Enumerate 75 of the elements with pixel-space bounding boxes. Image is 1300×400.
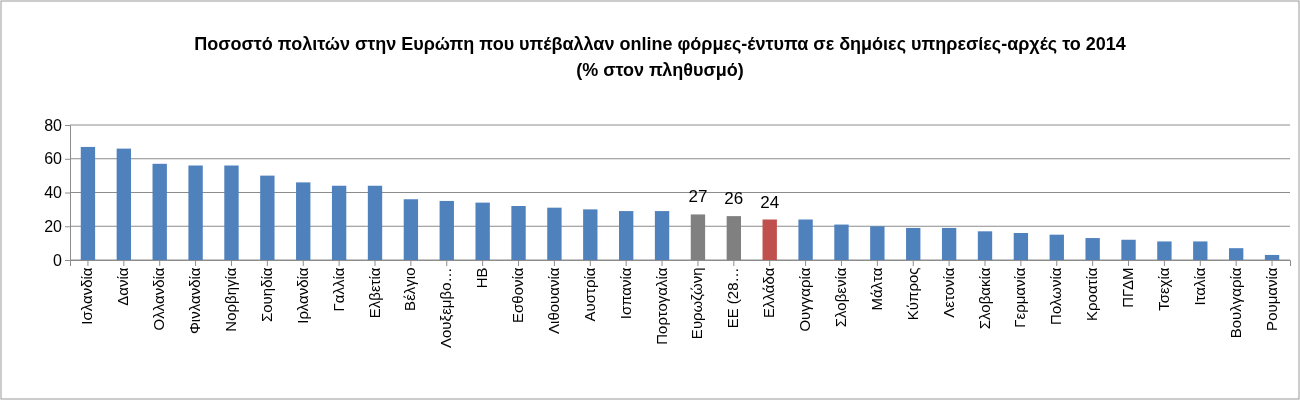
x-tick-label: Ουγγαρία	[796, 267, 814, 332]
x-tick-label: Γερμανία	[1011, 267, 1029, 328]
bar	[331, 185, 347, 260]
bar	[224, 165, 239, 260]
x-tick-label: Λετονία	[939, 267, 957, 318]
x-tick-label: Πορτογαλία	[652, 267, 670, 345]
x-tick-label: Ολλανδία	[150, 267, 168, 331]
data-label: 26	[724, 189, 744, 209]
x-tick-label: Βουλγαρία	[1226, 267, 1244, 339]
x-tick-label: Σλοβακία	[975, 267, 993, 330]
x-tick-label: Λουξεμβο…	[437, 267, 455, 349]
bar	[1013, 233, 1029, 260]
x-tick-label: Ελβετία	[365, 267, 383, 319]
x-tick-label: Ισπανία	[616, 267, 634, 320]
bar	[1264, 254, 1280, 260]
bar	[619, 211, 634, 260]
bar	[654, 211, 670, 260]
bar	[798, 219, 813, 260]
bar	[762, 219, 777, 260]
bar	[152, 163, 167, 260]
bar	[1193, 241, 1208, 260]
x-tick-label: Ευρωζώνη	[688, 267, 706, 340]
x-tick-label: Ιρλανδία	[293, 267, 311, 324]
y-tick-label: 20	[44, 217, 63, 235]
chart-title: Ποσοστό πολιτών στην Ευρώπη που υπέβαλλαν online φόρμες-έντυπα σε δημόιες υπηρεσίες-αρχές το 2014 (% στον πληθυσμό)	[194, 34, 1126, 80]
x-tick-label: ΠΓΔΜ	[1119, 267, 1137, 308]
bar	[475, 202, 490, 260]
bar	[1157, 241, 1172, 260]
x-tick-label: Τσεχία	[1154, 267, 1172, 311]
bar	[1229, 248, 1244, 260]
x-tick-label: Πολωνία	[1047, 267, 1065, 325]
x-tick-label: Φινλανδία	[186, 267, 204, 335]
bar	[296, 182, 311, 260]
x-tick-label: Ισλανδία	[78, 267, 96, 325]
bar	[260, 175, 275, 260]
x-tick-label: Κύπρος	[903, 267, 921, 321]
x-tick-label: Εσθονία	[509, 267, 527, 323]
x-tick-label: Γαλλία	[329, 267, 347, 312]
bar	[367, 185, 383, 260]
bar	[80, 146, 96, 260]
x-tick-label: Δανία	[114, 267, 132, 306]
bar	[834, 224, 849, 260]
x-tick-label: Λιθουανία	[544, 267, 562, 334]
bar	[870, 226, 885, 260]
bar	[977, 231, 993, 260]
bar	[511, 206, 526, 260]
x-tick-label: Αυστρία	[580, 267, 598, 322]
x-tick-label: Σουηδία	[257, 267, 275, 323]
y-tick-label: 80	[44, 116, 63, 134]
bar	[583, 209, 598, 260]
x-tick-label: Νορβηγία	[221, 267, 239, 332]
bar	[1085, 238, 1100, 260]
bar	[1121, 239, 1136, 260]
x-tick-label: Σλοβενία	[831, 267, 849, 328]
data-label: 24	[760, 192, 780, 212]
bar	[403, 199, 419, 260]
x-tick-label: ΗΒ	[473, 267, 491, 289]
bar	[188, 165, 203, 260]
bar	[116, 148, 131, 260]
data-label: 27	[688, 187, 708, 207]
x-tick-label: Κροατία	[1083, 267, 1101, 321]
x-tick-label: Μάλτα	[867, 267, 885, 311]
x-tick-label: Ελλάδα	[760, 267, 778, 318]
bar	[1049, 234, 1064, 260]
bar	[547, 207, 562, 260]
bar	[906, 227, 921, 260]
x-tick-label: Ρουμανία	[1262, 267, 1280, 331]
y-tick-label: 60	[44, 150, 63, 168]
x-tick-label: Βέλγιο	[401, 267, 419, 311]
bar	[439, 200, 454, 260]
bar	[941, 227, 957, 260]
y-tick-label: 40	[44, 184, 63, 202]
y-tick-label: 0	[53, 251, 63, 269]
x-tick-label: Ιταλία	[1190, 267, 1208, 306]
x-tick-label: ΕΕ (28…	[724, 267, 742, 329]
